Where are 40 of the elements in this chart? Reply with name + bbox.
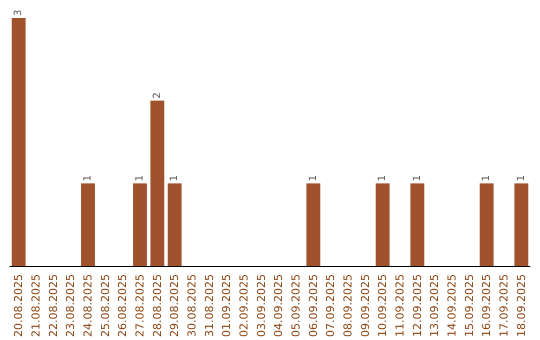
- x-tick-label: 07.09.2025: [324, 274, 338, 338]
- x-tick-label: 08.09.2025: [342, 274, 354, 338]
- x-tick-label: 12.09.2025: [410, 274, 424, 338]
- x-tick-label: 23.08.2025: [64, 274, 78, 338]
- data-label: 1: [169, 174, 180, 182]
- x-tick-label: 06.09.2025: [306, 274, 320, 338]
- x-tick-label: 05.09.2025: [290, 274, 302, 338]
- x-tick-label: 30.08.2025: [186, 274, 198, 338]
- x-tick-label: 14.09.2025: [446, 274, 458, 338]
- data-label: 3: [13, 10, 24, 16]
- x-tick-label: 25.08.2025: [98, 274, 112, 338]
- x-tick-label: 15.09.2025: [462, 274, 476, 338]
- x-tick-label: 31.08.2025: [202, 274, 216, 338]
- x-tick-label: 11.09.2025: [394, 274, 406, 338]
- x-tick-label: 04.09.2025: [272, 274, 286, 338]
- x-tick-label: 01.09.2025: [220, 274, 234, 338]
- x-tick-label: 21.08.2025: [30, 274, 42, 338]
- x-tick-label: 16.09.2025: [480, 274, 494, 338]
- data-label: 2: [152, 92, 163, 99]
- data-label: 1: [516, 174, 527, 182]
- x-tick-label: 18.09.2025: [514, 274, 528, 338]
- x-tick-label: 29.08.2025: [168, 274, 182, 338]
- x-tick-label: 24.08.2025: [82, 274, 94, 338]
- x-tick-label: 17.09.2025: [498, 274, 510, 338]
- x-tick-label: 10.09.2025: [376, 274, 390, 338]
- data-label: 1: [308, 174, 319, 182]
- x-tick-label: 22.08.2025: [46, 274, 60, 338]
- data-label: 1: [481, 174, 492, 182]
- data-label: 1: [134, 174, 146, 182]
- x-tick-label: 20.08.2025: [12, 274, 26, 338]
- data-label: 1: [377, 174, 388, 182]
- data-label: 1: [82, 174, 94, 182]
- x-tick-label: 02.09.2025: [238, 274, 250, 338]
- data-label: 1: [412, 174, 423, 182]
- x-tick-label: 26.08.2025: [116, 274, 130, 338]
- x-tick-label: 03.09.2025: [254, 274, 268, 338]
- x-tick-label: 28.08.2025: [150, 274, 164, 338]
- x-tick-label: 27.08.2025: [134, 274, 146, 338]
- x-tick-label: 09.09.2025: [358, 274, 372, 338]
- x-tick-label: 13.09.2025: [428, 274, 442, 338]
